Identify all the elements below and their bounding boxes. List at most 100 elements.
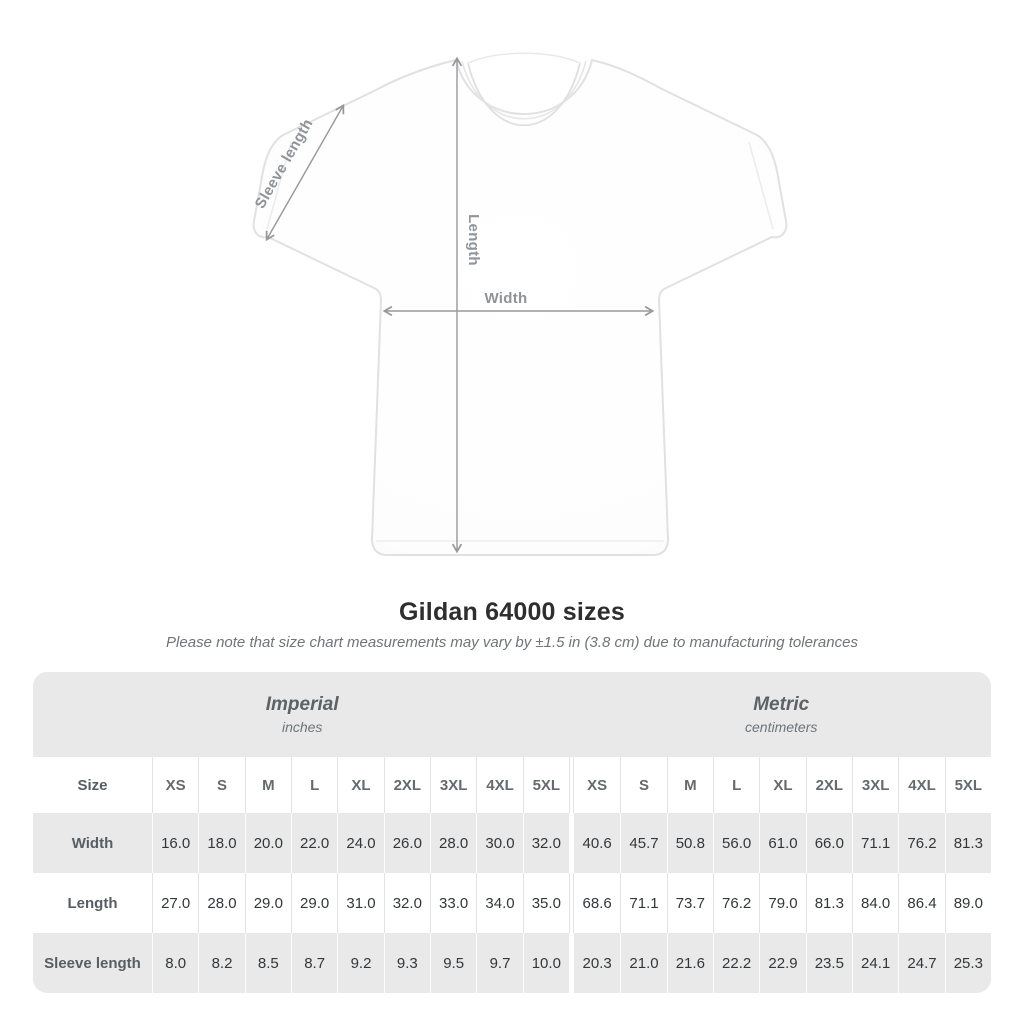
metric-unit: centimeters: [745, 719, 818, 735]
value-cell: 31.0: [337, 873, 383, 933]
value-cell: 16.0: [152, 813, 198, 873]
value-cell: 34.0: [476, 873, 522, 933]
value-cell: 28.0: [198, 873, 244, 933]
unit-group-divider: [568, 933, 574, 993]
value-cell: 76.2: [898, 813, 944, 873]
metric-title: Metric: [753, 694, 810, 715]
value-cell: 18.0: [198, 813, 244, 873]
size-header: 3XL: [429, 757, 476, 813]
value-cell: 8.7: [290, 933, 337, 993]
value-cell: 50.8: [666, 813, 713, 873]
size-header: 5XL: [944, 757, 991, 813]
size-header: 2XL: [805, 757, 852, 813]
tolerance-note: Please note that size chart measurements…: [166, 634, 858, 651]
size-header: 4XL: [476, 757, 522, 813]
unit-header-band: Imperial inches Metric centimeters: [33, 672, 991, 757]
value-cell: 24.7: [898, 933, 944, 993]
value-cell: 9.2: [337, 933, 383, 993]
unit-group-divider: [568, 757, 574, 813]
size-header: XS: [152, 757, 198, 813]
value-cell: 22.0: [290, 813, 337, 873]
measurement-row: Width 16.0 18.0 20.0 22.0 24.0 26.0 28.0 30.0 32.…: [33, 813, 991, 873]
value-cell: 24.1: [851, 933, 898, 993]
value-cell: 33.0: [429, 873, 476, 933]
value-cell: 32.0: [383, 873, 430, 933]
measurement-label: Width: [71, 834, 114, 852]
size-header: L: [712, 757, 759, 813]
value-cell: 20.3: [582, 954, 612, 972]
value-cell: 28.0: [429, 813, 476, 873]
measurement-label: Length: [67, 894, 118, 912]
value-cell: 27.0: [152, 873, 198, 933]
value-cell: 73.7: [666, 873, 713, 933]
value-cell: 56.0: [712, 813, 759, 873]
value-cell: 76.2: [712, 873, 759, 933]
sleeve-length-arrow: [265, 103, 345, 242]
value-cell: 23.5: [805, 933, 852, 993]
metric-header: Metric centimeters: [571, 672, 991, 757]
size-table-grid: Size XS S M L XL 2XL 3XL 4XL 5XL XS S M L XL 2XL 3XL 4XL 5…: [33, 757, 991, 993]
value-cell: 79.0: [759, 873, 805, 933]
size-header: XL: [759, 757, 805, 813]
measurement-label: Sleeve length: [44, 954, 141, 972]
value-cell: 21.6: [666, 933, 713, 993]
size-header: M: [666, 757, 713, 813]
value-cell: 30.0: [476, 813, 522, 873]
imperial-title: Imperial: [265, 694, 339, 715]
value-cell: 22.2: [712, 933, 759, 993]
size-header: S: [620, 757, 666, 813]
value-cell: 25.3: [944, 933, 991, 993]
value-cell: 68.6: [582, 894, 612, 912]
value-cell: 20.0: [244, 813, 291, 873]
value-cell: 29.0: [244, 873, 291, 933]
value-cell: 71.1: [620, 873, 666, 933]
value-cell: 66.0: [805, 813, 852, 873]
size-header: XS: [587, 776, 608, 794]
length-label: Length: [465, 214, 482, 266]
size-table: Imperial inches Metric centimeters Size X…: [33, 672, 991, 993]
size-column-header: Size: [77, 776, 108, 794]
value-cell: 40.6: [582, 834, 612, 852]
value-cell: 8.0: [152, 933, 198, 993]
value-cell: 86.4: [898, 873, 944, 933]
measurement-row: Sleeve length 8.0 8.2 8.5 8.7 9.2 9.3 9.5 9.7 10.…: [33, 933, 991, 993]
size-header-row: Size XS S M L XL 2XL 3XL 4XL 5XL XS S M L XL 2XL 3XL 4XL 5…: [33, 757, 991, 813]
value-cell: 61.0: [759, 813, 805, 873]
size-header: L: [290, 757, 337, 813]
value-cell: 29.0: [290, 873, 337, 933]
value-cell: 10.0: [522, 933, 569, 993]
value-cell: 9.5: [429, 933, 476, 993]
page-title: Gildan 64000 sizes: [399, 598, 625, 626]
value-cell: 8.2: [198, 933, 244, 993]
size-header: S: [198, 757, 244, 813]
size-header: 2XL: [383, 757, 430, 813]
value-cell: 45.7: [620, 813, 666, 873]
value-cell: 22.9: [759, 933, 805, 993]
tshirt-diagram: Length Width Sleeve length: [252, 52, 788, 556]
imperial-header: Imperial inches: [33, 672, 571, 757]
size-header: 4XL: [898, 757, 944, 813]
value-cell: 71.1: [851, 813, 898, 873]
measurement-row: Length 27.0 28.0 29.0 29.0 31.0 32.0 33.0 34.0 35…: [33, 873, 991, 933]
size-header: 3XL: [851, 757, 898, 813]
value-cell: 24.0: [337, 813, 383, 873]
size-header: 5XL: [522, 757, 569, 813]
value-cell: 89.0: [944, 873, 991, 933]
value-cell: 81.3: [944, 813, 991, 873]
size-header: XL: [337, 757, 383, 813]
unit-group-divider: [568, 813, 574, 873]
unit-group-divider: [568, 873, 574, 933]
value-cell: 81.3: [805, 873, 852, 933]
width-label: Width: [484, 290, 527, 307]
value-cell: 9.3: [383, 933, 430, 993]
imperial-unit: inches: [281, 719, 323, 735]
value-cell: 35.0: [522, 873, 569, 933]
value-cell: 32.0: [522, 813, 569, 873]
value-cell: 26.0: [383, 813, 430, 873]
value-cell: 8.5: [244, 933, 291, 993]
size-header: M: [244, 757, 291, 813]
value-cell: 21.0: [620, 933, 666, 993]
value-cell: 84.0: [851, 873, 898, 933]
value-cell: 9.7: [476, 933, 522, 993]
